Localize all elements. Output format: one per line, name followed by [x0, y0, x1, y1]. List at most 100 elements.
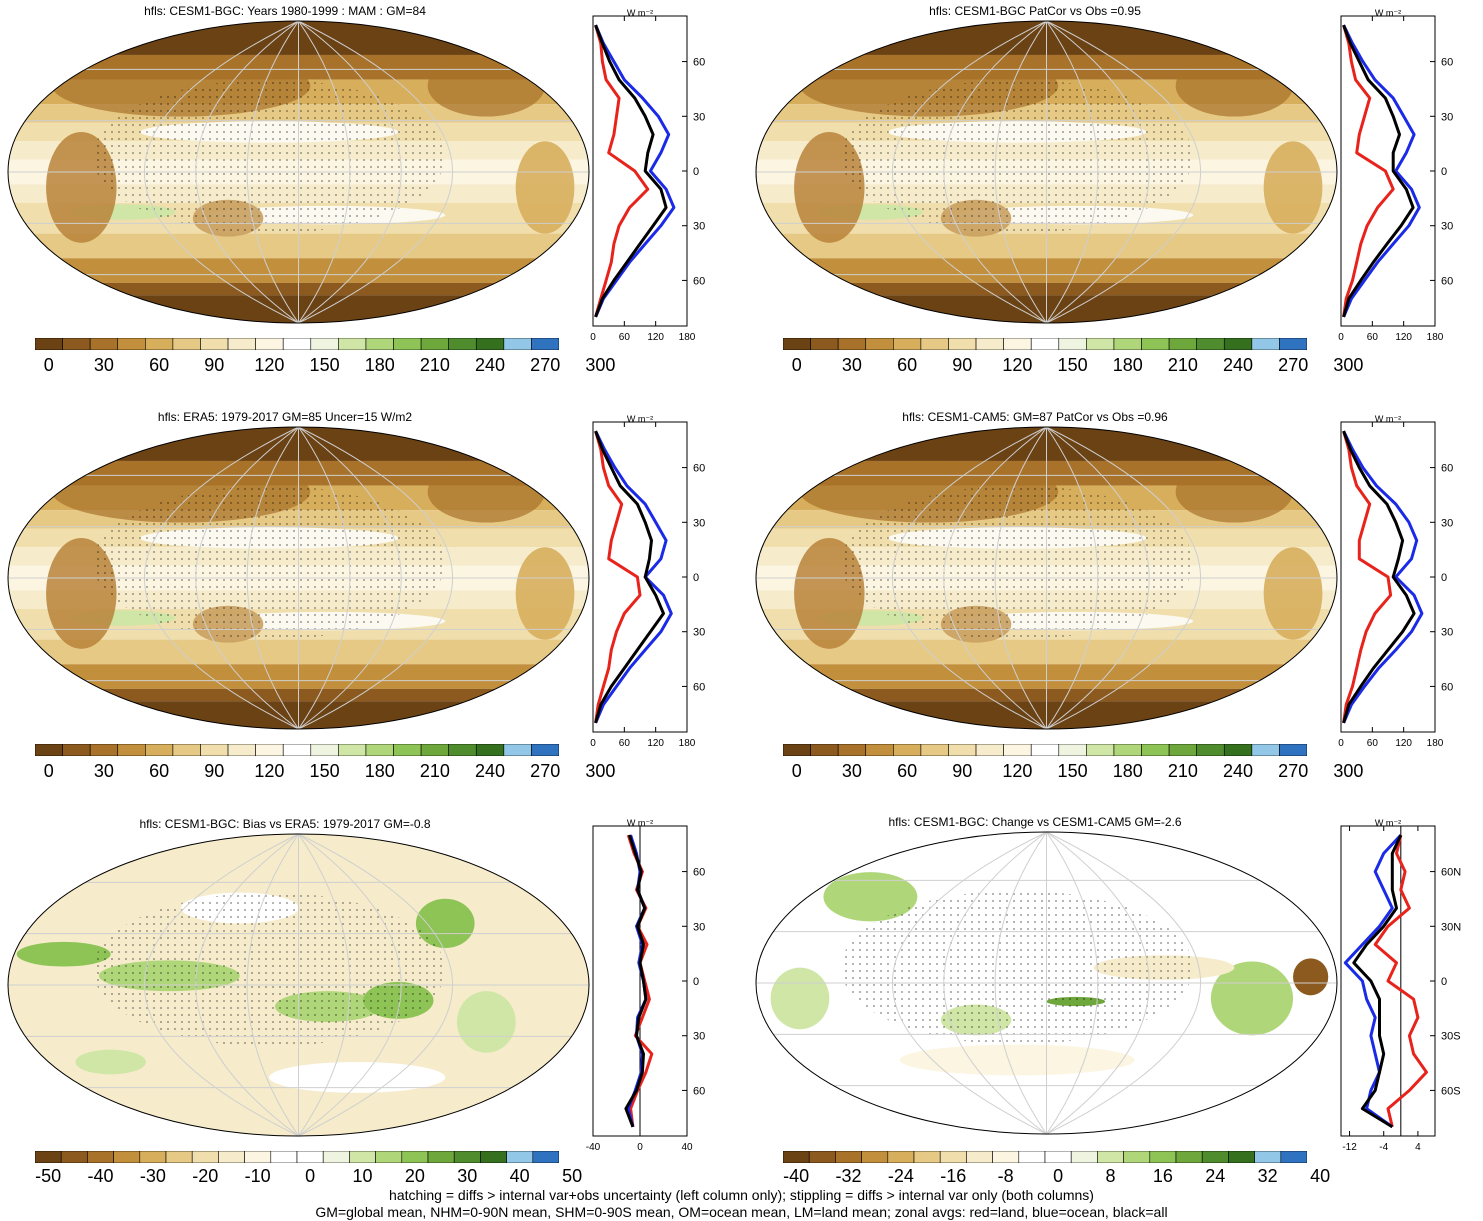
colorbar-tick-label: -40: [783, 1166, 810, 1186]
colorbar-box: [1018, 1151, 1046, 1163]
colorbar-box: [1141, 744, 1170, 756]
map-border: [7, 426, 590, 730]
x-tick-label: 180: [1427, 332, 1444, 343]
x-tick-label: -4: [1379, 1142, 1388, 1153]
footer-line-1: hatching = diffs > internal var+obs unce…: [389, 1187, 1094, 1203]
graticule-line: [246, 427, 299, 729]
colorbar-tick-label: 32: [1257, 1166, 1278, 1186]
colorbar-box: [420, 338, 449, 350]
graticule-line: [994, 21, 1047, 323]
colorbar-box: [1280, 1151, 1307, 1163]
x-tick-label: 180: [679, 738, 696, 749]
south-america-shape: [515, 141, 575, 234]
zonal-mean-plot: W m⁻² -12 -4 4 60N 30N 0 30S 60S: [1340, 818, 1461, 1153]
colorbar-tick-label: 0: [1053, 1166, 1064, 1186]
colorbar-box: [837, 744, 867, 756]
field-patch: [75, 1049, 146, 1075]
stippling: [841, 485, 1194, 640]
colorbar-box: [282, 338, 312, 350]
colorbar-tick-label: 180: [1112, 355, 1143, 375]
colorbar-tick-label: 30: [841, 355, 862, 375]
colorbar-box: [1228, 1151, 1255, 1163]
colorbar-tick-label: 8: [1105, 1166, 1116, 1186]
stippling: [93, 79, 446, 234]
south-america-shape: [515, 547, 575, 640]
colorbar-tick-label: 50: [562, 1166, 583, 1186]
colorbar-box: [920, 338, 949, 350]
unit-label: W m⁻²: [627, 8, 653, 18]
colorbar-box: [887, 1151, 915, 1163]
colorbar-labels: -40 -32 -24 -16 -8 0 8 16 24 32 40: [783, 1166, 1330, 1188]
field-patch: [770, 967, 830, 1030]
graticule-line: [246, 834, 299, 1136]
colorbar-tick-label: -16: [940, 1166, 967, 1186]
colorbar-box: [191, 1151, 219, 1163]
colorbar-tick-label: 300: [1333, 761, 1364, 781]
colorbar-tick-label: 150: [1057, 355, 1088, 375]
colorbar-box: [975, 744, 1004, 756]
colorbar-box: [1113, 744, 1142, 756]
colorbar-tick-label: -50: [35, 1166, 62, 1186]
field-patch: [415, 898, 475, 949]
graticule-line: [298, 427, 351, 729]
colorbar-box: [1123, 1151, 1151, 1163]
footer-note: hatching = diffs > internal var+obs unce…: [0, 1187, 1483, 1221]
colorbar-box: [1003, 744, 1032, 756]
north-america-shape: [427, 460, 546, 523]
colorbar-tick-label: 120: [254, 761, 285, 781]
graticule-line: [891, 427, 1047, 729]
colorbar-box: [1251, 338, 1280, 350]
zonal-line-all: [624, 834, 648, 1128]
robinson-map: [7, 426, 590, 730]
colorbar-box: [865, 338, 894, 350]
north-america-shape: [427, 54, 546, 117]
field-patch: [823, 872, 918, 922]
colorbar-box: [200, 338, 229, 350]
colorbar-tick-label: 60: [149, 355, 170, 375]
colorbar-tick-label: 10: [352, 1166, 373, 1186]
colorbar-box: [1113, 338, 1142, 350]
zonal-line-land: [1342, 430, 1393, 724]
colorbar-box: [117, 338, 146, 350]
colorbar-box: [1196, 338, 1225, 350]
colorbar: [35, 1151, 559, 1163]
graticule-line: [143, 21, 299, 323]
graticule-line: [298, 834, 351, 1136]
x-tick-label: 120: [1395, 332, 1412, 343]
colorbar-tick-label: 0: [43, 355, 54, 375]
colorbar-box: [393, 744, 422, 756]
graticule-line: [298, 21, 402, 323]
graticule-line: [298, 834, 454, 1136]
colorbar-box: [1149, 1151, 1177, 1163]
colorbar-box: [1279, 338, 1307, 350]
colorbar-tick-label: 90: [204, 355, 225, 375]
x-tick-label: 0: [637, 1142, 643, 1153]
colorbar-box: [365, 338, 394, 350]
y-tick-label: 0: [1441, 572, 1447, 584]
map-border: [755, 426, 1338, 730]
colorbar-box: [920, 744, 949, 756]
colorbar-box: [35, 1151, 62, 1163]
zonal-line-ocean: [1342, 430, 1424, 724]
map-border: [7, 20, 590, 324]
colorbar-box: [966, 1151, 993, 1163]
colorbar-tick-label: 240: [475, 761, 506, 781]
colorbar-tick-label: 270: [530, 761, 561, 781]
colorbar-box: [89, 338, 119, 350]
colorbar-box: [913, 1151, 941, 1163]
colorbar-tick-label: -40: [87, 1166, 114, 1186]
colorbar-tick-label: -8: [997, 1166, 1014, 1186]
field-patch: [899, 1044, 1135, 1076]
y-tick-label: 60N: [693, 463, 705, 475]
colorbar-tick-label: 210: [419, 355, 450, 375]
x-tick-label: 180: [679, 332, 696, 343]
field-patch: [1210, 961, 1294, 1036]
colorbar-labels: 0 30 60 90 120 150 180 210 240 270 300: [35, 761, 616, 783]
colorbar-tick-label: 180: [364, 355, 395, 375]
colorbar-box: [227, 744, 256, 756]
y-tick-label: 60S: [693, 275, 705, 287]
graticule-line: [195, 427, 299, 729]
x-tick-label: 60: [619, 332, 631, 343]
colorbar-box: [1086, 338, 1115, 350]
colorbar-box: [1196, 744, 1225, 756]
